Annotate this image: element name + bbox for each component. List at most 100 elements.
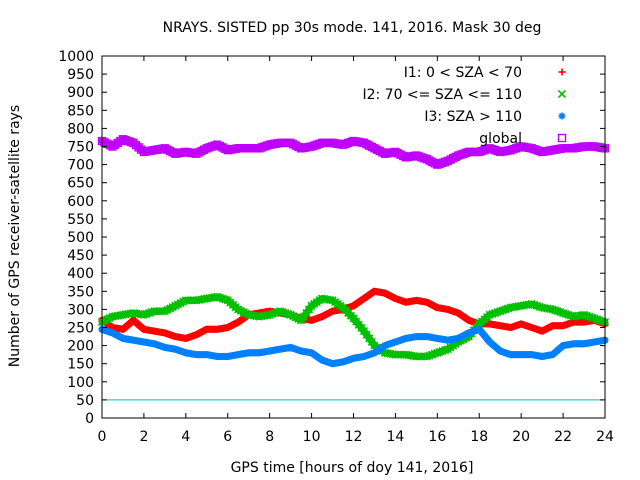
data-point [221,295,230,304]
data-point [268,309,277,318]
y-tick-label: 100 [67,375,94,391]
data-point [527,299,536,309]
data-point [165,146,175,156]
data-point [194,148,204,157]
data-point [593,315,602,324]
data-point [213,140,222,149]
data-point [435,159,445,168]
data-point [254,144,264,153]
y-tick-label: 850 [67,103,94,119]
data-point [145,326,153,334]
data-point [100,138,109,147]
data-point [281,308,290,318]
data-point [341,139,350,148]
data-point [215,141,225,151]
y-tick-label: 650 [67,176,94,192]
data-point [480,145,489,155]
data-point [218,294,227,303]
data-point [168,148,177,157]
data-point [103,139,112,148]
data-point [150,327,158,335]
data-point [362,140,371,149]
chart-title: NRAYS. SISTED pp 30s mode. 141, 2016. Ma… [163,20,542,36]
legend: I1: 0 < SZA < 70 I2: 70 <= SZA <= 110 I3: … [362,65,567,147]
data-point [210,141,219,150]
data-point [425,351,434,360]
data-point [367,142,377,152]
y-tick-label: 450 [67,248,94,264]
y-tick-label: 200 [67,339,94,355]
legend-marker [558,68,566,76]
data-point [553,307,562,316]
data-point [344,138,353,148]
data-point [461,148,471,158]
y-tick-label: 750 [67,140,94,156]
data-point [430,349,439,358]
data-point [511,144,521,153]
data-point [482,145,492,154]
data-point [561,309,570,318]
series-band [98,135,609,169]
data-point [527,144,536,153]
legend-entry: I1: 0 < SZA < 70 [404,65,566,81]
y-tick-label: 0 [85,411,94,427]
data-point [378,148,387,157]
data-point [156,328,164,336]
data-point [514,143,523,152]
data-point [370,144,379,153]
data-point [443,156,453,166]
y-tick-label: 900 [67,85,94,101]
x-tick-label: 16 [428,429,446,445]
data-point [498,306,507,315]
data-point [202,144,211,153]
data-point [338,140,348,149]
data-point [123,136,133,146]
data-point [286,138,295,148]
x-tick-label: 4 [181,429,190,445]
data-point [365,141,374,150]
data-point [294,142,303,152]
x-tick-label: 0 [98,429,107,445]
data-point [440,157,450,167]
data-point [438,158,447,167]
x-axis-title: GPS time [hours of doy 141, 2016] [231,460,474,476]
y-tick-label: 950 [67,67,94,83]
data-point [485,144,494,153]
data-point [548,305,557,314]
series-4 [97,135,610,169]
data-point [137,145,146,154]
data-point [260,142,269,151]
data-point [207,142,217,151]
legend-entry: global [479,131,567,147]
data-point [551,306,560,315]
legend-marker [558,112,566,120]
x-tick-label: 18 [470,429,488,445]
data-point [310,141,319,150]
legend-label: I2: 70 <= SZA <= 110 [362,87,522,103]
y-tick-label: 50 [76,393,94,409]
y-tick-label: 500 [67,230,94,246]
data-point [108,329,116,337]
legend-label: I1: 0 < SZA < 70 [404,65,522,81]
data-point [192,149,201,158]
data-point [139,310,148,319]
data-point [276,307,285,316]
data-point [509,145,518,154]
y-tick-label: 300 [67,302,94,318]
plot-frame [101,55,606,419]
data-point [459,149,468,158]
data-point [532,145,542,155]
legend-label: global [479,131,522,147]
data-point [446,155,455,164]
data-point [270,308,279,318]
series-3 [98,325,609,368]
data-point [325,295,334,304]
data-point [585,312,594,321]
data-point [456,150,466,159]
data-point [422,154,432,164]
x-tick-label: 10 [303,429,321,445]
data-point [399,151,408,161]
data-point [140,325,148,333]
legend-label: I3: SZA > 110 [424,109,522,125]
data-point [564,310,573,319]
